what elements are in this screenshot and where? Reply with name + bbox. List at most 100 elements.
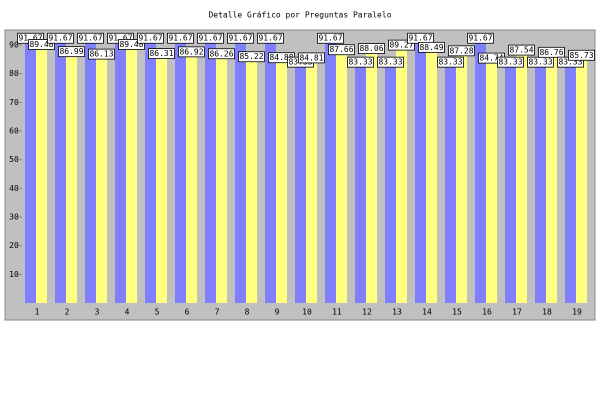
bar — [175, 40, 186, 303]
data-label: 91.67 — [258, 34, 282, 43]
bar — [115, 40, 126, 303]
bar — [66, 53, 77, 303]
label-box — [28, 39, 55, 50]
bar — [265, 40, 276, 303]
bar — [366, 50, 377, 303]
label-box — [257, 32, 284, 44]
data-label: 87.28 — [449, 46, 473, 55]
label-box — [437, 56, 464, 68]
data-label: 88.49 — [419, 43, 443, 52]
data-label: 91.67 — [108, 34, 132, 43]
label-box — [317, 32, 344, 44]
bar — [426, 49, 437, 303]
bar — [306, 59, 317, 303]
label-box — [388, 39, 415, 51]
data-label: 89.48 — [29, 40, 53, 49]
data-label: 89.48 — [119, 40, 143, 49]
data-label: 91.67 — [198, 34, 222, 43]
y-tick-label: 30 — [9, 213, 19, 222]
bar — [325, 40, 336, 303]
data-label: 91.67 — [408, 34, 432, 43]
data-label: 91.67 — [138, 34, 162, 43]
bar — [576, 57, 587, 304]
data-label: 84.74 — [479, 54, 503, 63]
data-label: 83.33 — [438, 58, 462, 67]
data-label: 91.67 — [228, 34, 252, 43]
bar — [216, 55, 227, 303]
bar — [505, 64, 516, 303]
label-box — [148, 48, 175, 60]
label-box — [137, 32, 164, 44]
x-tick-label: 11 — [332, 308, 342, 317]
x-tick-label: 1 — [35, 308, 40, 317]
x-tick-label: 10 — [302, 308, 312, 317]
bar — [415, 40, 426, 303]
bar — [295, 64, 306, 303]
data-label: 86.31 — [149, 49, 173, 58]
x-tick-label: 9 — [275, 308, 280, 317]
y-tick-label: 60 — [9, 127, 19, 136]
label-box — [88, 48, 115, 60]
y-tick-label: 10 — [9, 270, 19, 279]
label-box — [377, 56, 404, 68]
bar — [475, 40, 486, 303]
data-label: 91.67 — [318, 34, 342, 43]
x-tick-label: 18 — [542, 308, 552, 317]
y-tick-label: 20 — [9, 241, 19, 250]
label-box — [467, 32, 494, 44]
data-label: 85.22 — [239, 52, 263, 61]
x-tick-label: 16 — [482, 308, 492, 317]
label-box — [77, 32, 104, 44]
bar — [96, 56, 107, 303]
data-label: 86.92 — [179, 47, 203, 56]
label-box — [497, 56, 524, 68]
x-tick-label: 5 — [155, 308, 160, 317]
x-tick-label: 8 — [245, 308, 250, 317]
data-label: 87.66 — [329, 45, 353, 54]
label-box — [328, 44, 355, 56]
label-box — [47, 32, 74, 44]
bar — [456, 52, 467, 304]
bar — [205, 40, 216, 303]
bar — [25, 40, 36, 303]
label-box — [418, 41, 445, 53]
bar — [186, 53, 197, 303]
x-tick-label: 13 — [392, 308, 402, 317]
data-label: 84.88 — [269, 53, 293, 62]
bar — [156, 55, 167, 304]
bar — [565, 64, 576, 303]
bar — [385, 64, 396, 303]
data-label: 86.76 — [539, 48, 563, 57]
bar — [145, 40, 156, 303]
data-label: 91.67 — [168, 34, 192, 43]
bar — [276, 59, 287, 303]
bar — [396, 47, 407, 303]
data-label: 83.33 — [558, 58, 582, 67]
label-box — [358, 43, 385, 54]
label-box — [197, 32, 224, 44]
x-tick-label: 4 — [125, 308, 130, 317]
bar — [516, 52, 527, 304]
y-tick-label: 50 — [9, 155, 19, 164]
label-box — [167, 32, 194, 44]
x-tick-label: 3 — [95, 308, 100, 317]
label-box — [178, 46, 205, 58]
data-label: 84.81 — [299, 53, 323, 62]
label-box — [298, 52, 325, 64]
data-label: 86.99 — [59, 47, 83, 56]
label-box — [58, 46, 85, 58]
data-label: 87.54 — [509, 46, 533, 55]
data-label: 91.67 — [468, 34, 492, 43]
y-tick-label: 70 — [9, 98, 19, 107]
label-box — [508, 44, 535, 56]
data-label: 91.67 — [48, 34, 72, 43]
data-label: 86.26 — [209, 49, 233, 58]
bar — [85, 40, 96, 303]
bar — [336, 51, 347, 303]
bar — [36, 46, 47, 303]
bar — [535, 64, 546, 303]
label-box — [538, 46, 565, 58]
label-box — [568, 49, 595, 61]
data-labels: 91.6789.4891.6786.9991.6786.1391.6789.48… — [17, 32, 595, 68]
